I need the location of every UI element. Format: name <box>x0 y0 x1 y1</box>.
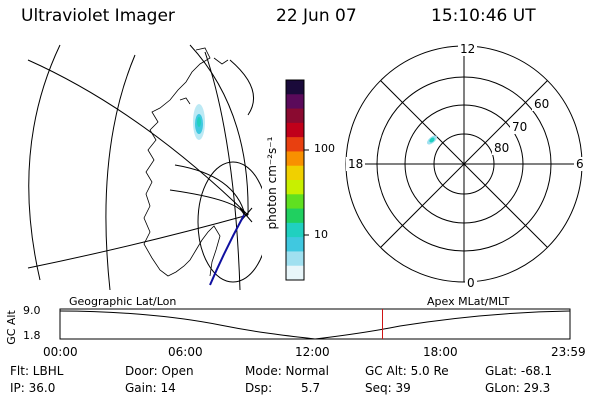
map-grid-line <box>204 51 241 291</box>
map-grid-circle <box>197 161 262 283</box>
colorbar-cell <box>286 208 304 224</box>
colorbar-cell <box>286 151 304 167</box>
x-tick-0600: 06:00 <box>168 345 203 359</box>
info-gain: Gain: 14 <box>125 381 176 395</box>
mlt-label-12: 12 <box>458 42 478 56</box>
map-grid-line <box>27 214 249 269</box>
colorbar-cell <box>286 80 304 95</box>
info-dsp-value: 5.7 <box>301 381 321 395</box>
info-ip: IP: 36.0 <box>10 381 56 395</box>
map-grid-line <box>27 59 249 216</box>
instrument-title: Ultraviolet Imager <box>21 6 175 26</box>
colorbar-tick-100: 100 <box>314 142 335 155</box>
info-glon: GLon: 29.3 <box>485 381 551 395</box>
info-glat: GLat: -68.1 <box>485 364 552 378</box>
colorbar-cell <box>286 94 304 110</box>
polar-aurora-patch <box>427 135 437 145</box>
info-flt: Flt: LBHL <box>10 364 64 378</box>
altitude-left-title: Geographic Lat/Lon <box>69 295 177 308</box>
colorbar-cell <box>286 251 304 267</box>
altitude-y-tick-top: 9.0 <box>23 304 41 317</box>
x-tick-0000: 00:00 <box>43 345 78 359</box>
x-tick-2359: 23:59 <box>551 345 586 359</box>
x-tick-1200: 12:00 <box>295 345 330 359</box>
colorbar-cell <box>286 265 304 281</box>
colorbar-cell <box>286 180 304 195</box>
colorbar-tick-10: 10 <box>314 228 328 241</box>
mlt-label-0: 0 <box>465 276 477 290</box>
lat-label-70: 70 <box>510 120 530 134</box>
info-mode: Mode: Normal <box>245 364 329 378</box>
date-label: 22 Jun 07 <box>276 6 357 26</box>
altitude-y-tick-bottom: 1.8 <box>23 329 41 342</box>
info-door: Door: Open <box>125 364 194 378</box>
colorbar-cell <box>286 137 304 152</box>
altitude-right-title: Apex MLat/MLT <box>427 295 510 308</box>
map-grid-line <box>229 59 255 116</box>
mlt-label-18: 18 <box>346 157 366 171</box>
colorbar-cell <box>286 222 304 238</box>
mlt-label-6: 6 <box>574 157 586 171</box>
colorbar-cell <box>286 108 304 124</box>
x-tick-1800: 18:00 <box>423 345 458 359</box>
map-grid-line <box>28 44 61 281</box>
info-dsp-label: Dsp: <box>245 381 273 395</box>
map-grid-line <box>105 54 136 291</box>
colorbar-cell <box>286 237 304 252</box>
colorbar-cell <box>286 165 304 181</box>
colorbar-cell <box>286 194 304 210</box>
colorbar-cell <box>286 122 304 138</box>
altitude-curve <box>59 310 571 340</box>
lat-label-60: 60 <box>532 97 552 111</box>
info-gcalt: GC Alt: 5.0 Re <box>365 364 449 378</box>
info-seq: Seq: 39 <box>365 381 411 395</box>
satellite-track <box>209 214 245 286</box>
lat-label-80: 80 <box>492 141 512 155</box>
map-grid-line <box>189 44 249 216</box>
map-aurora-patch <box>193 104 205 140</box>
map-grid-line <box>169 189 245 216</box>
map-grid-line <box>174 164 246 216</box>
coastline <box>143 47 221 277</box>
time-label: 15:10:46 UT <box>431 6 536 26</box>
